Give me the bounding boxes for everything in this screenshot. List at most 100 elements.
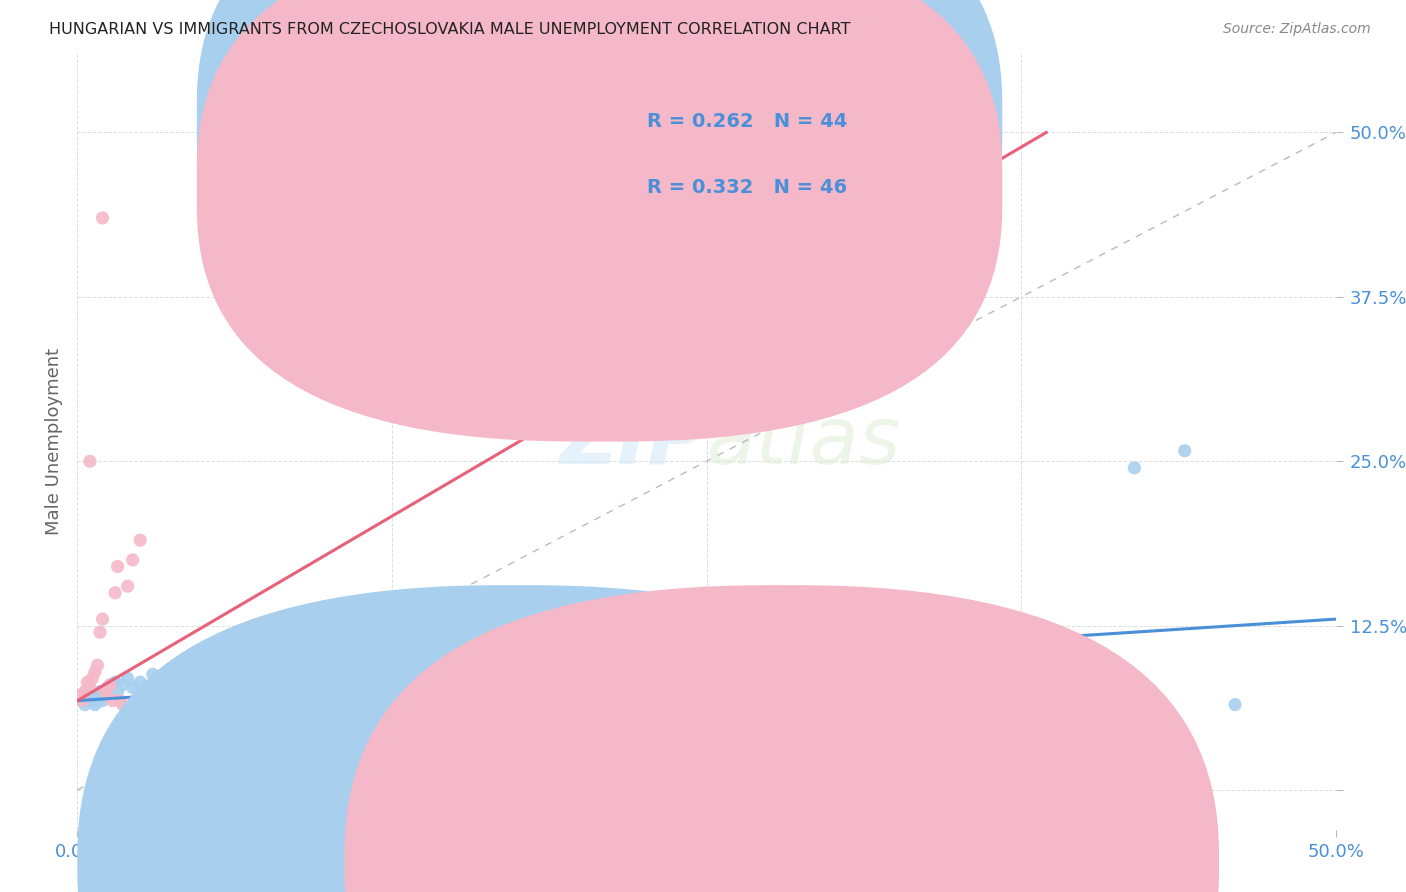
Point xyxy=(720,658,742,673)
Point xyxy=(292,693,315,707)
Point xyxy=(98,678,121,692)
Point xyxy=(94,684,117,698)
Point xyxy=(146,728,169,742)
Point xyxy=(108,693,131,707)
Point xyxy=(129,675,152,690)
Point xyxy=(82,671,104,685)
Point xyxy=(770,693,793,707)
Point xyxy=(444,693,467,707)
Text: HUNGARIAN VS IMMIGRANTS FROM CZECHOSLOVAKIA MALE UNEMPLOYMENT CORRELATION CHART: HUNGARIAN VS IMMIGRANTS FROM CZECHOSLOVA… xyxy=(49,22,851,37)
Point xyxy=(96,681,118,695)
Point xyxy=(468,689,491,703)
Point xyxy=(394,662,416,676)
Point xyxy=(121,553,143,567)
Point xyxy=(69,689,91,703)
Point xyxy=(242,665,264,679)
Point xyxy=(180,662,202,676)
Point xyxy=(254,662,277,676)
Point xyxy=(267,658,290,673)
Point xyxy=(191,698,215,712)
Text: Immigrants from Czechoslovakia: Immigrants from Czechoslovakia xyxy=(808,854,1081,871)
Point xyxy=(318,689,340,703)
Point xyxy=(569,714,592,729)
Point xyxy=(1174,443,1197,458)
Point xyxy=(419,632,441,646)
Point xyxy=(76,689,98,703)
Point xyxy=(111,698,134,712)
Point xyxy=(267,615,290,629)
Point xyxy=(142,693,165,707)
Point xyxy=(872,641,894,656)
Y-axis label: Male Unemployment: Male Unemployment xyxy=(45,348,63,535)
Point xyxy=(86,691,108,706)
Point xyxy=(117,671,139,685)
Point xyxy=(343,665,366,679)
Point xyxy=(1223,698,1246,712)
Point xyxy=(111,678,134,692)
Point xyxy=(620,671,643,685)
Point xyxy=(104,586,127,600)
Point xyxy=(217,698,239,712)
Text: ZIP: ZIP xyxy=(560,402,707,481)
Point xyxy=(468,667,491,681)
Point xyxy=(180,706,202,721)
Point xyxy=(117,579,139,593)
Point xyxy=(444,658,467,673)
Point xyxy=(91,693,114,707)
Point xyxy=(1123,460,1146,475)
Point xyxy=(73,698,96,712)
Point xyxy=(101,693,124,707)
Point xyxy=(292,654,315,668)
Point xyxy=(368,675,391,690)
Point xyxy=(91,211,114,225)
Text: R = 0.332   N = 46: R = 0.332 N = 46 xyxy=(647,178,848,197)
Point xyxy=(84,698,107,712)
Point xyxy=(318,667,340,681)
Point xyxy=(229,691,252,706)
Point xyxy=(89,684,111,698)
Point xyxy=(89,625,111,640)
Point xyxy=(79,454,101,468)
Point xyxy=(73,684,96,698)
Point xyxy=(96,681,118,695)
Point xyxy=(76,675,98,690)
Point xyxy=(91,612,114,626)
Point xyxy=(167,665,190,679)
Point xyxy=(343,662,366,676)
Point xyxy=(107,684,129,698)
Point xyxy=(72,693,94,707)
Point xyxy=(72,693,94,707)
Text: R = 0.262   N = 44: R = 0.262 N = 44 xyxy=(647,112,848,131)
Point xyxy=(107,559,129,574)
Text: Hungarians: Hungarians xyxy=(541,854,637,871)
Point xyxy=(129,533,152,548)
Point xyxy=(121,681,143,695)
Point xyxy=(254,632,277,646)
Point xyxy=(79,681,101,695)
Point xyxy=(98,678,121,692)
Point xyxy=(280,618,302,632)
Point xyxy=(104,675,127,690)
Text: Source: ZipAtlas.com: Source: ZipAtlas.com xyxy=(1223,22,1371,37)
Point xyxy=(204,693,226,707)
Point xyxy=(217,658,239,673)
Point xyxy=(1073,701,1095,715)
FancyBboxPatch shape xyxy=(543,85,921,232)
Text: atlas: atlas xyxy=(707,402,901,481)
Point xyxy=(242,693,264,707)
Point xyxy=(1022,618,1045,632)
Point xyxy=(155,671,177,685)
FancyBboxPatch shape xyxy=(197,0,1002,442)
Point xyxy=(569,654,592,668)
Point xyxy=(82,693,104,707)
Point xyxy=(394,693,416,707)
Point xyxy=(86,658,108,673)
Point xyxy=(142,667,165,681)
Point xyxy=(94,689,117,703)
Point xyxy=(167,714,190,729)
Point xyxy=(79,691,101,706)
Point xyxy=(84,665,107,679)
Point xyxy=(821,632,844,646)
FancyBboxPatch shape xyxy=(197,0,1002,376)
Point xyxy=(191,671,215,685)
